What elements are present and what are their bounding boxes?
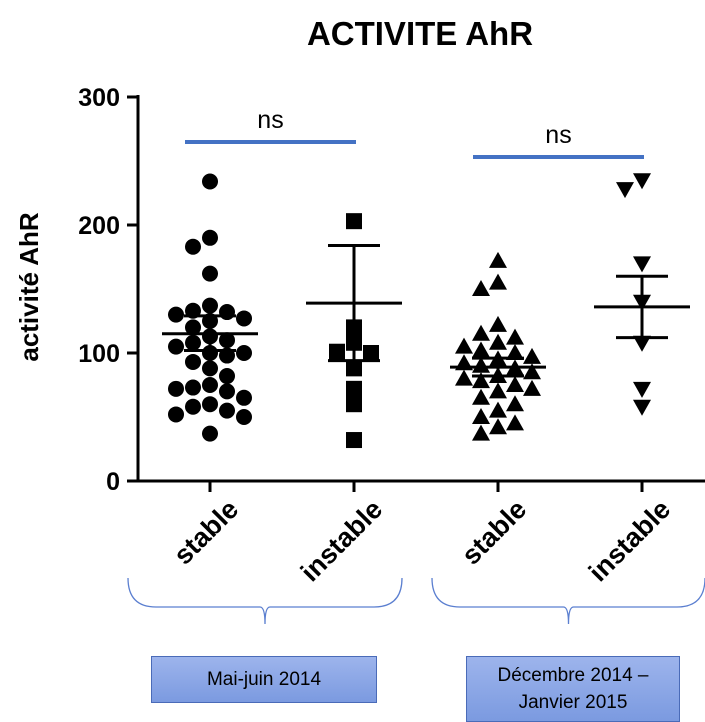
- category-labels: stable instable stable instable: [168, 494, 676, 587]
- data-point: [346, 432, 362, 449]
- data-point: [219, 368, 235, 385]
- data-point: [219, 332, 235, 349]
- data-point: [506, 414, 524, 431]
- data-point: [202, 396, 218, 413]
- data-point: [202, 229, 218, 246]
- data-point: [633, 173, 651, 190]
- period-label-line: Janvier 2015: [518, 692, 628, 713]
- data-point: [168, 306, 184, 323]
- data-point: [633, 335, 651, 352]
- y-tick-label: 100: [78, 340, 120, 368]
- data-point: [185, 398, 201, 415]
- x-tick-label: stable: [168, 494, 244, 570]
- data-point: [489, 333, 507, 350]
- data-point: [185, 379, 201, 396]
- data-point: [219, 402, 235, 419]
- data-point: [489, 251, 507, 268]
- data-point: [489, 418, 507, 435]
- data-point: [202, 425, 218, 442]
- data-point: [346, 360, 362, 377]
- data-point: [202, 265, 218, 282]
- period-label-text: Décembre 2014 – Janvier 2015: [497, 662, 648, 716]
- data-point: [219, 383, 235, 400]
- data-point: [185, 319, 201, 336]
- data-point: [455, 337, 473, 354]
- period-label-text: Mai-juin 2014: [207, 666, 321, 693]
- data-point: [489, 273, 507, 290]
- period-braces: [127, 577, 705, 625]
- data-point: [236, 345, 252, 361]
- data-point: [202, 297, 218, 314]
- data-point: [346, 213, 362, 230]
- data-point: [455, 369, 473, 386]
- data-points: [168, 173, 651, 449]
- data-point: [236, 409, 252, 425]
- y-axis-label: activité AhR: [14, 212, 44, 362]
- period-brace: [431, 577, 705, 625]
- data-point: [506, 376, 524, 392]
- data-point: [489, 382, 507, 399]
- y-tick-label: 300: [78, 84, 120, 112]
- data-point: [346, 396, 362, 413]
- data-point: [472, 372, 490, 389]
- mean-sem-bars: [162, 243, 690, 378]
- data-point: [202, 360, 218, 377]
- data-point: [472, 388, 490, 405]
- period-brace: [127, 577, 403, 625]
- data-point: [489, 315, 507, 332]
- data-point: [472, 280, 490, 296]
- data-point: [506, 344, 524, 360]
- period-label-line: Décembre 2014 –: [497, 665, 649, 686]
- data-point: [523, 379, 541, 396]
- data-point: [346, 380, 362, 397]
- data-point: [472, 341, 490, 358]
- data-point: [472, 408, 490, 424]
- x-tick-label: stable: [456, 494, 532, 570]
- significance-label: ns: [257, 106, 283, 134]
- data-point: [185, 353, 201, 370]
- axes: 0 100 200 300: [78, 84, 705, 496]
- period-label-box: Décembre 2014 – Janvier 2015: [466, 656, 680, 722]
- data-point: [523, 363, 541, 380]
- data-point: [472, 424, 490, 441]
- data-point: [506, 328, 524, 345]
- y-tick-label: 200: [78, 212, 120, 240]
- data-point: [202, 377, 218, 393]
- data-point: [168, 338, 184, 355]
- data-point: [236, 310, 252, 327]
- period-label-box: Mai-juin 2014: [151, 656, 377, 703]
- significance-label: ns: [545, 121, 571, 149]
- data-point: [633, 399, 651, 416]
- data-point: [633, 256, 651, 273]
- data-point: [236, 389, 252, 406]
- x-tick-label: instable: [295, 494, 388, 587]
- data-point: [616, 182, 634, 199]
- data-point: [329, 343, 345, 360]
- data-point: [168, 406, 184, 423]
- data-point: [363, 345, 379, 361]
- data-point: [472, 356, 490, 373]
- data-point: [219, 304, 235, 321]
- data-point: [202, 173, 218, 190]
- x-tick-label: instable: [583, 494, 676, 587]
- data-point: [633, 381, 651, 398]
- data-point: [506, 395, 524, 412]
- data-point: [185, 238, 201, 255]
- y-tick-label: 0: [106, 468, 120, 496]
- data-point: [168, 380, 184, 397]
- data-point: [185, 334, 201, 351]
- comparison-brackets: ns ns: [185, 106, 644, 159]
- data-point: [472, 324, 490, 341]
- chart-title: ACTIVITE AhR: [307, 15, 533, 52]
- data-point: [523, 347, 541, 364]
- period-label-line: Mai-juin 2014: [206, 669, 322, 690]
- data-point: [489, 401, 507, 418]
